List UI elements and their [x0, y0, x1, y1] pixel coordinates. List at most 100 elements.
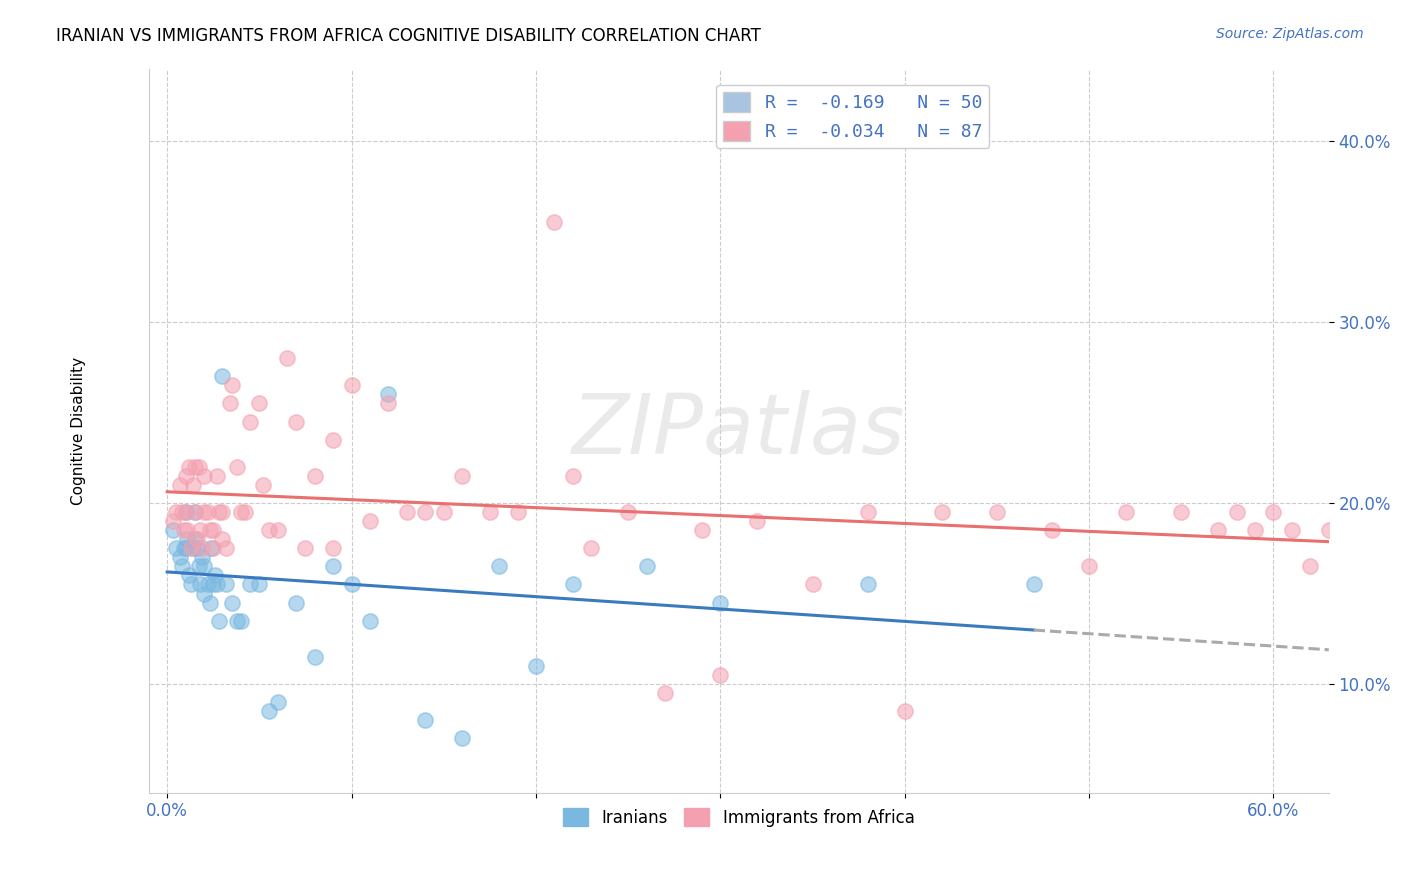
Point: [239, 415, 262, 429]
Point: [186, 541, 208, 556]
Point: [1372, 523, 1395, 537]
Point: [1040, 523, 1063, 537]
Point: [322, 541, 344, 556]
Point: [208, 505, 231, 519]
Point: [226, 614, 249, 628]
Point: [174, 505, 197, 519]
Point: [322, 433, 344, 447]
Point: [322, 559, 344, 574]
Point: [173, 541, 195, 556]
Point: [193, 468, 215, 483]
Point: [170, 559, 193, 574]
Point: [215, 577, 238, 591]
Point: [801, 577, 824, 591]
Point: [304, 649, 326, 664]
Point: [257, 523, 280, 537]
Point: [1115, 505, 1137, 519]
Point: [229, 614, 252, 628]
Point: [205, 577, 228, 591]
Point: [1299, 559, 1322, 574]
Point: [174, 505, 197, 519]
Point: [200, 541, 222, 556]
Point: [193, 586, 215, 600]
Point: [181, 541, 204, 556]
Point: [193, 505, 215, 519]
Point: [187, 459, 209, 474]
Point: [229, 505, 252, 519]
Point: [294, 541, 316, 556]
Point: [561, 577, 583, 591]
Point: [359, 514, 381, 528]
Point: [218, 396, 240, 410]
Point: [233, 505, 256, 519]
Point: [181, 478, 204, 492]
Point: [488, 559, 510, 574]
Point: [162, 523, 184, 537]
Point: [636, 559, 658, 574]
Point: [267, 523, 290, 537]
Point: [179, 459, 201, 474]
Point: [179, 568, 201, 582]
Point: [931, 505, 953, 519]
Point: [198, 523, 221, 537]
Point: [208, 614, 231, 628]
Point: [1206, 523, 1229, 537]
Point: [202, 541, 225, 556]
Point: [1170, 505, 1192, 519]
Point: [285, 596, 308, 610]
Point: [170, 505, 193, 519]
Point: [267, 695, 290, 709]
Point: [191, 541, 214, 556]
Point: [184, 505, 207, 519]
Point: [690, 523, 713, 537]
Point: [893, 704, 915, 718]
Point: [190, 523, 212, 537]
Point: [1392, 559, 1406, 574]
Point: [184, 505, 207, 519]
Point: [211, 369, 233, 384]
Legend: Iranians, Immigrants from Africa: Iranians, Immigrants from Africa: [554, 799, 922, 835]
Text: ZIPatlas: ZIPatlas: [572, 390, 905, 471]
Point: [169, 550, 191, 565]
Point: [215, 541, 238, 556]
Point: [176, 523, 198, 537]
Point: [359, 614, 381, 628]
Point: [211, 505, 233, 519]
Point: [1354, 577, 1376, 591]
Point: [1336, 505, 1358, 519]
Point: [202, 523, 225, 537]
Point: [986, 505, 1008, 519]
Point: [478, 505, 501, 519]
Point: [180, 577, 202, 591]
Point: [186, 532, 208, 546]
Point: [176, 532, 198, 546]
Point: [856, 505, 879, 519]
Point: [174, 468, 197, 483]
Point: [169, 478, 191, 492]
Point: [451, 731, 474, 746]
Point: [191, 550, 214, 565]
Point: [709, 668, 731, 682]
Point: [747, 514, 769, 528]
Point: [239, 577, 262, 591]
Point: [304, 468, 326, 483]
Point: [524, 659, 547, 673]
Point: [709, 596, 731, 610]
Point: [276, 351, 298, 366]
Point: [184, 532, 207, 546]
Point: [377, 387, 399, 401]
Point: [197, 505, 219, 519]
Point: [543, 215, 565, 229]
Point: [174, 541, 197, 556]
Point: [190, 577, 212, 591]
Point: [187, 559, 209, 574]
Point: [1226, 505, 1249, 519]
Point: [165, 541, 187, 556]
Point: [202, 577, 225, 591]
Point: [856, 577, 879, 591]
Point: [1317, 523, 1340, 537]
Point: [180, 541, 202, 556]
Point: [395, 505, 418, 519]
Point: [173, 523, 195, 537]
Point: [1281, 523, 1303, 537]
